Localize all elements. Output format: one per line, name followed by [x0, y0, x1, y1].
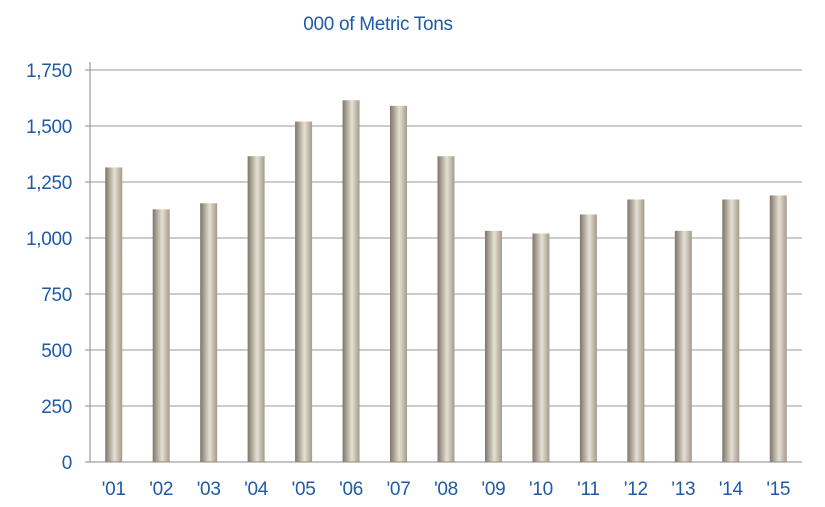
y-tick-label: 500 — [41, 341, 72, 362]
bar — [390, 105, 408, 462]
bar — [342, 100, 360, 463]
bar — [722, 199, 740, 463]
x-tick-label: '13 — [671, 479, 695, 500]
bar — [247, 156, 265, 463]
bar — [579, 214, 597, 462]
x-tick-label: '08 — [434, 479, 458, 500]
bar — [437, 156, 455, 463]
x-tick-label: '05 — [292, 479, 316, 500]
bar — [152, 209, 170, 462]
x-tick-label: '09 — [482, 479, 506, 500]
x-tick-label: '11 — [577, 479, 599, 500]
bar — [627, 199, 645, 463]
x-tick-label: '06 — [339, 479, 363, 500]
x-tick-label: '01 — [102, 479, 126, 500]
axes — [85, 62, 802, 463]
y-tick-label: 0 — [62, 453, 72, 474]
y-tick-label: 1,750 — [26, 61, 72, 82]
x-tick-label: '14 — [719, 479, 744, 500]
y-tick-label: 750 — [41, 285, 72, 306]
x-tick-label: '10 — [529, 479, 553, 500]
bar — [295, 121, 313, 463]
bars — [105, 100, 787, 463]
x-tick-label: '12 — [624, 479, 648, 500]
y-tick-label: 1,250 — [26, 173, 72, 194]
bar — [484, 230, 502, 462]
bar — [105, 167, 123, 462]
bar — [674, 230, 692, 462]
bar — [532, 233, 550, 462]
bar — [200, 203, 218, 462]
y-tick-label: 250 — [41, 397, 72, 418]
x-tick-label: '04 — [244, 479, 269, 500]
y-axis-tick-labels: 0 250 500 750 1,000 1,250 1,500 1,750 — [26, 61, 72, 474]
x-tick-label: '07 — [387, 479, 411, 500]
x-tick-label: '03 — [197, 479, 221, 500]
y-tick-label: 1,000 — [26, 229, 72, 250]
x-tick-label: '02 — [149, 479, 173, 500]
x-tick-label: '15 — [766, 479, 790, 500]
bar — [769, 195, 787, 462]
chart-title: 000 of Metric Tons — [303, 14, 453, 35]
x-axis-tick-labels: '01 '02 '03 '04 '05 '06 '07 '08 '09 '10 '11 '12 '13 '… — [102, 479, 791, 500]
y-tick-label: 1,500 — [26, 117, 72, 138]
